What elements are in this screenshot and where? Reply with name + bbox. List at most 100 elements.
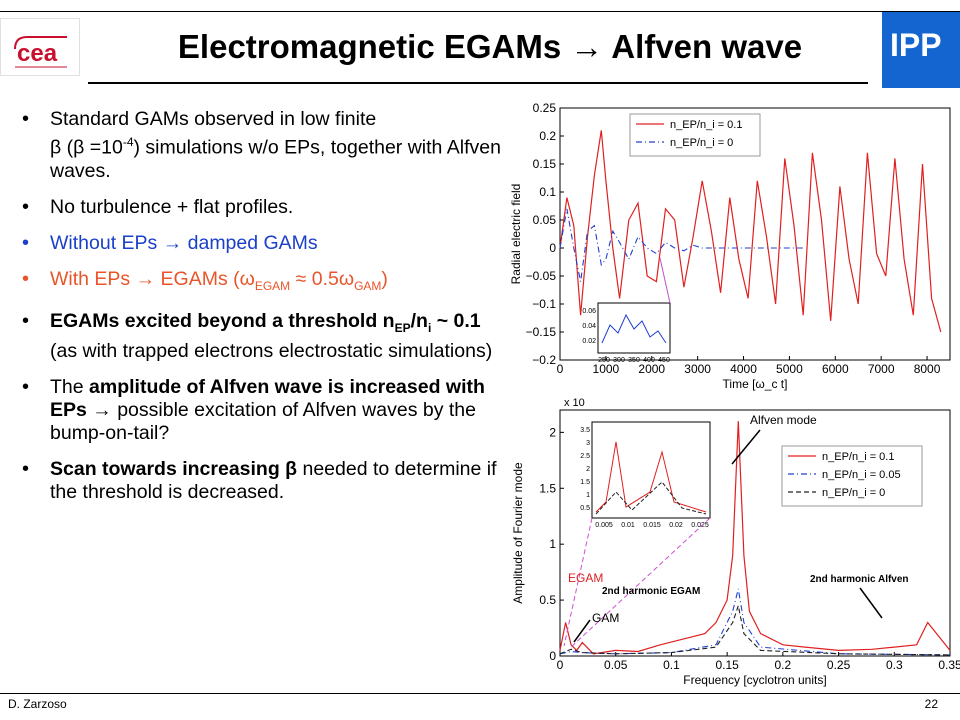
inset-y-tick-label: 1 (586, 492, 590, 499)
series-line (559, 208, 804, 282)
inset-y-tick-label: 0.5 (580, 505, 590, 512)
x-tick-label: 6000 (822, 362, 849, 376)
bullet-list: Standard GAMs observed in low finite β (… (14, 108, 504, 517)
x-tick-label: 0.1 (663, 658, 680, 672)
inset-x-tick-label: 0.015 (643, 522, 661, 529)
bullet-7: Scan towards increasing β needed to dete… (14, 458, 504, 504)
y-tick-label: 0.5 (539, 593, 556, 607)
x-tick-label: 1000 (593, 362, 620, 376)
inset-x-tick-label: 0.005 (595, 522, 613, 529)
y-tick-label: 1 (549, 537, 556, 551)
x-tick-label: 0.25 (827, 658, 851, 672)
x-tick-label: 5000 (776, 362, 803, 376)
scale-label: x 10 (564, 397, 585, 409)
inset-x-tick-label: 0.025 (691, 522, 709, 529)
cea-logo-text: cea (17, 40, 58, 67)
y-tick-label: 2 (549, 425, 556, 439)
x-tick-label: 2000 (638, 362, 665, 376)
x-tick-label: 0 (557, 362, 564, 376)
inset-series-black (595, 481, 707, 515)
inset-x-tick-label: 0.02 (669, 522, 683, 529)
inset-x-tick-label: 450 (658, 357, 670, 364)
inset-y-tick-label: 0.02 (582, 338, 596, 345)
inset-y-tick-label: 0.06 (582, 308, 596, 315)
inset-x-tick-label: 0.01 (621, 522, 635, 529)
y-tick-label: 0.15 (533, 157, 557, 171)
annotation-egam: EGAM (568, 571, 603, 585)
x-axis-label: Time [ω_c t] (723, 377, 788, 391)
ipp-logo: IPP (882, 12, 960, 88)
inset-series-red (595, 441, 707, 513)
inset-x-tick-label: 300 (613, 357, 625, 364)
footer-page-number: 22 (924, 697, 938, 711)
inset-y-tick-label: 1.5 (580, 479, 590, 486)
y-tick-label: 0 (549, 649, 556, 663)
bullet-2: No turbulence + flat profiles. (14, 196, 504, 219)
footer-author: D. Zarzoso (8, 697, 67, 711)
chart-fourier: 0 0.05 0.1 0.15 0.2 0.25 0.3 0.35 2 1.5 1 0.5 0 Frequ… (510, 396, 960, 690)
ipp-logo-text: IPP (890, 27, 942, 63)
y-tick-label: 0.25 (533, 101, 557, 115)
x-axis-label: Frequency [cyclotron units] (683, 673, 826, 687)
inset-frame (591, 421, 711, 519)
y-tick-label: 1.5 (539, 481, 556, 495)
x-tick-label: 0.05 (604, 658, 628, 672)
y-axis-label: Amplitude of Fourier mode (511, 462, 525, 604)
x-tick-label: 7000 (868, 362, 895, 376)
series-line (559, 130, 942, 333)
bullet-5: EGAMs excited beyond a threshold nEP/ni … (14, 310, 504, 363)
y-tick-label: 0.2 (539, 129, 556, 143)
inset-y-tick-label: 2.5 (580, 453, 590, 460)
page-title: Electromagnetic EGAMs → Alfven wave (177, 28, 803, 65)
inset-y-tick-label: 2 (586, 466, 590, 473)
title-underline (88, 82, 868, 84)
legend-entry: n_EP/n_i = 0.1 (670, 119, 742, 131)
inset-x-tick-label: 350 (628, 357, 640, 364)
y-tick-label: 0.1 (539, 185, 556, 199)
y-tick-label: −0.05 (526, 269, 557, 283)
bullet-6: The amplitude of Alfven wave is increase… (14, 376, 504, 445)
y-tick-label: 0.05 (533, 213, 557, 227)
inset-connector (659, 257, 671, 304)
series-line (559, 421, 951, 655)
legend-box (629, 113, 761, 157)
annotation-arrow (859, 587, 883, 619)
legend-entry: n_EP/n_i = 0 (670, 137, 733, 149)
legend-entry: n_EP/n_i = 0.1 (822, 451, 894, 463)
chart-radial-field: 0 1000 2000 3000 4000 5000 6000 7000 8000 0.25 0.2… (509, 98, 960, 395)
x-tick-label: 3000 (684, 362, 711, 376)
annotation-arrow (731, 429, 761, 465)
inset-x-tick-label: 400 (643, 357, 655, 364)
annotation-arrow (573, 619, 591, 643)
y-tick-label: 0 (549, 241, 556, 255)
x-tick-label: 0 (557, 658, 564, 672)
cea-logo: cea (0, 18, 80, 76)
annotation-gam: GAM (592, 611, 619, 625)
footer-rule (0, 693, 960, 694)
series-line (559, 603, 951, 656)
annotation-alfven-mode: Alfven mode (750, 413, 817, 427)
x-tick-label: 0.15 (715, 658, 739, 672)
inset-connector (563, 517, 593, 647)
inset-series (601, 313, 667, 344)
annotation-2nd-egam: 2nd harmonic EGAM (602, 586, 700, 597)
x-tick-label: 0.35 (938, 658, 960, 672)
y-tick-label: −0.1 (532, 297, 556, 311)
bullet-3: Without EPs → damped GAMs (14, 232, 504, 255)
x-tick-label: 4000 (730, 362, 757, 376)
x-tick-label: 0.2 (775, 658, 792, 672)
legend-entry: n_EP/n_i = 0.05 (822, 469, 901, 481)
inset-y-tick-label: 0.04 (582, 323, 596, 330)
top-rule (0, 11, 960, 12)
y-tick-label: −0.15 (526, 325, 557, 339)
y-tick-label: −0.2 (532, 353, 556, 367)
annotation-2nd-alfven: 2nd harmonic Alfven (810, 574, 909, 585)
x-tick-label: 0.3 (886, 658, 903, 672)
y-axis-label: Radial electric field (510, 184, 523, 285)
inset-y-tick-label: 3.5 (580, 427, 590, 434)
inset-x-tick-label: 250 (598, 357, 610, 364)
bullet-1: Standard GAMs observed in low finite β (… (14, 108, 504, 183)
bullet-4: With EPs → EGAMs (ωEGAM ≈ 0.5ωGAM) (14, 268, 504, 298)
inset-y-tick-label: 3 (586, 440, 590, 447)
legend-entry: n_EP/n_i = 0 (822, 487, 885, 499)
